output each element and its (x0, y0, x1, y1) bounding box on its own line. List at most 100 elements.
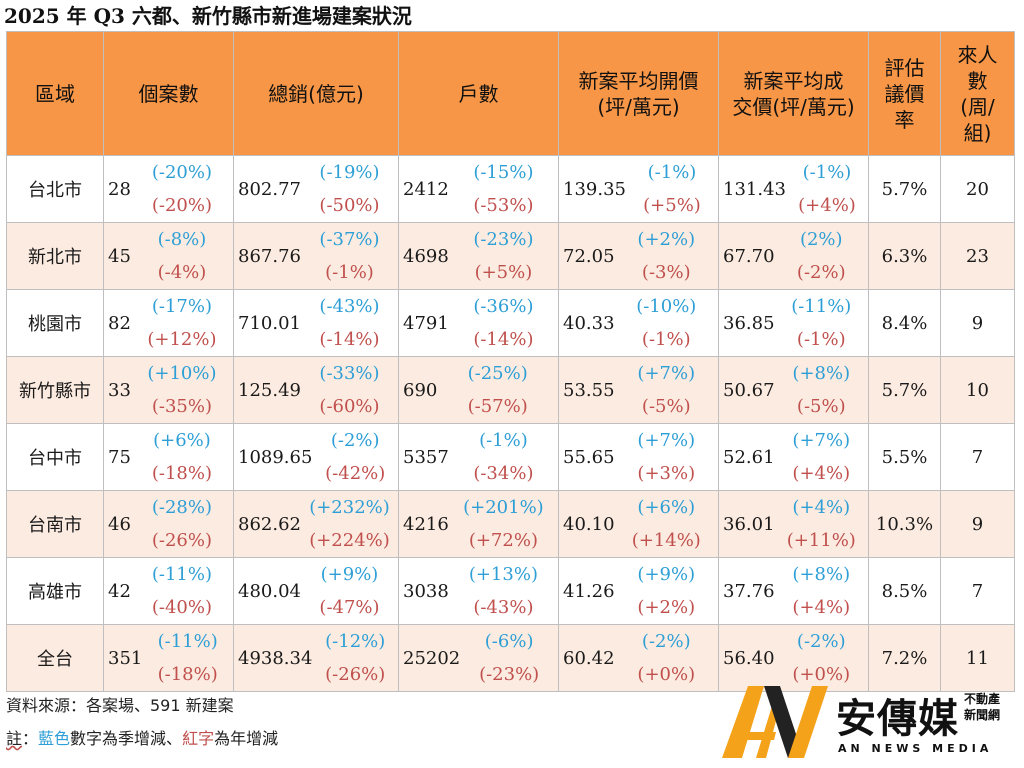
region-cell: 新竹縣市 (6, 356, 104, 424)
year-change: (-1%) (325, 262, 374, 283)
visitors-cell: 7 (940, 423, 1015, 491)
quarter-change: (-2%) (796, 631, 846, 652)
cases-cell: 45 (-8%) (-4%) (103, 222, 234, 290)
units-value: 4698 (403, 245, 449, 267)
table-row: 新竹縣市 33 (+10%) (-35%) 125.49 (-33%) (-60%) 690 (… (6, 356, 1015, 424)
year-change: (-26%) (325, 664, 386, 685)
quarter-change: (-36%) (473, 296, 534, 317)
ask-cell: 40.10 (+6%) (+14%) (558, 490, 719, 558)
bargain-rate-cell: 10.3% (868, 490, 941, 558)
year-change: (+11%) (786, 530, 856, 551)
legend-red-text: 紅字 (182, 729, 215, 748)
bargain-rate-cell: 6.3% (868, 222, 941, 290)
ask-value: 53.55 (563, 379, 615, 401)
cases-value: 351 (108, 647, 143, 669)
year-change: (-18%) (157, 664, 218, 685)
quarter-change: (+2%) (637, 229, 696, 250)
deal-cell: 50.67 (+8%) (-5%) (718, 356, 869, 424)
year-change: (-42%) (325, 463, 386, 484)
deal-cell: 131.43 (-1%) (+4%) (718, 155, 869, 223)
quarter-change: (-23%) (473, 229, 534, 250)
quarter-change: (-17%) (151, 296, 213, 317)
quarter-change: (-15%) (473, 162, 534, 183)
ask-value: 40.10 (563, 513, 615, 535)
ask-value: 139.35 (563, 178, 626, 200)
quarter-change: (-19%) (319, 162, 380, 183)
cases-value: 46 (108, 513, 131, 535)
year-change: (-23%) (479, 664, 540, 685)
quarter-change: (+6%) (153, 430, 211, 451)
table-row: 台南市 46 (-28%) (-26%) 862.62 (+232%) (+224%) 421… (6, 490, 1015, 558)
legend-blue-text: 藍色 (38, 729, 71, 748)
cases-value: 82 (108, 312, 131, 334)
year-change: (-35%) (151, 396, 213, 417)
col-header-total-sales: 總銷(億元) (233, 31, 399, 156)
quarter-change: (+13%) (468, 564, 538, 585)
units-cell: 3038 (+13%) (-43%) (398, 557, 559, 625)
table-row: 台中市 75 (+6%) (-18%) 1089.65 (-2%) (-42%) 5357 (-… (6, 423, 1015, 491)
page-title: 2025 年 Q3 六都、新竹縣市新進場建案狀況 (4, 4, 412, 28)
region-cell: 高雄市 (6, 557, 104, 625)
logo-sub-line-1: 不動產 (964, 692, 1001, 706)
units-value: 4791 (403, 312, 449, 334)
year-change: (-1%) (796, 329, 846, 350)
year-change: (+72%) (468, 530, 538, 551)
year-change: (-3%) (641, 262, 691, 283)
year-change: (-53%) (473, 195, 534, 216)
units-cell: 25202 (-6%) (-23%) (398, 624, 559, 692)
col-header-avg-ask-price: 新案平均開價 (坪/萬元) (558, 31, 719, 156)
bargain-rate-cell: 5.7% (868, 356, 941, 424)
year-change: (-14%) (473, 329, 534, 350)
sales-value: 125.49 (238, 379, 301, 401)
table-row: 台北市 28 (-20%) (-20%) 802.77 (-19%) (-50%) 2412 (… (6, 155, 1015, 223)
bargain-rate-cell: 7.2% (868, 624, 941, 692)
year-change: (+224%) (309, 530, 390, 551)
quarter-change: (-11%) (157, 631, 218, 652)
col-header-cases: 個案數 (103, 31, 234, 156)
year-change: (-57%) (467, 396, 528, 417)
visitors-cell: 23 (940, 222, 1015, 290)
deal-cell: 52.61 (+7%) (+4%) (718, 423, 869, 491)
year-change: (-60%) (319, 396, 380, 417)
units-cell: 690 (-25%) (-57%) (398, 356, 559, 424)
col-header-avg-deal-price: 新案平均成 交價(坪/萬元) (718, 31, 869, 156)
sales-cell: 867.76 (-37%) (-1%) (233, 222, 399, 290)
visitors-cell: 9 (940, 289, 1015, 357)
year-change: (+12%) (147, 329, 217, 350)
quarter-change: (2%) (799, 229, 843, 250)
deal-value: 37.76 (723, 580, 775, 602)
bargain-rate-cell: 8.5% (868, 557, 941, 625)
quarter-change: (-11%) (151, 564, 213, 585)
cases-cell: 351 (-11%) (-18%) (103, 624, 234, 692)
cases-cell: 46 (-28%) (-26%) (103, 490, 234, 558)
sales-cell: 4938.34 (-12%) (-26%) (233, 624, 399, 692)
quarter-change: (+201%) (463, 497, 544, 518)
year-change: (-43%) (473, 597, 534, 618)
units-value: 25202 (403, 647, 461, 669)
ask-value: 41.26 (563, 580, 615, 602)
year-change: (-40%) (151, 597, 213, 618)
year-change: (-20%) (151, 195, 213, 216)
deal-value: 36.85 (723, 312, 775, 334)
sales-value: 710.01 (238, 312, 301, 334)
sales-value: 862.62 (238, 513, 301, 535)
units-cell: 4216 (+201%) (+72%) (398, 490, 559, 558)
sales-cell: 802.77 (-19%) (-50%) (233, 155, 399, 223)
year-change: (+5%) (474, 262, 533, 283)
quarter-change: (-2%) (641, 631, 691, 652)
bargain-rate-cell: 5.5% (868, 423, 941, 491)
units-value: 3038 (403, 580, 449, 602)
cases-value: 28 (108, 178, 131, 200)
ask-cell: 139.35 (-1%) (+5%) (558, 155, 719, 223)
ask-value: 72.05 (563, 245, 615, 267)
units-cell: 4698 (-23%) (+5%) (398, 222, 559, 290)
ask-value: 60.42 (563, 647, 615, 669)
year-change: (+4%) (798, 195, 856, 216)
cases-value: 33 (108, 379, 131, 401)
year-change: (+14%) (631, 530, 701, 551)
sales-cell: 862.62 (+232%) (+224%) (233, 490, 399, 558)
header-row: 區域 個案數 總銷(億元) 戶數 新案平均開價 (坪/萬元) 新案平均成 交價(… (6, 31, 1015, 156)
quarter-change: (+10%) (147, 363, 217, 384)
deal-value: 36.01 (723, 513, 775, 535)
logo-chinese-name: 安傳媒 (836, 696, 959, 742)
